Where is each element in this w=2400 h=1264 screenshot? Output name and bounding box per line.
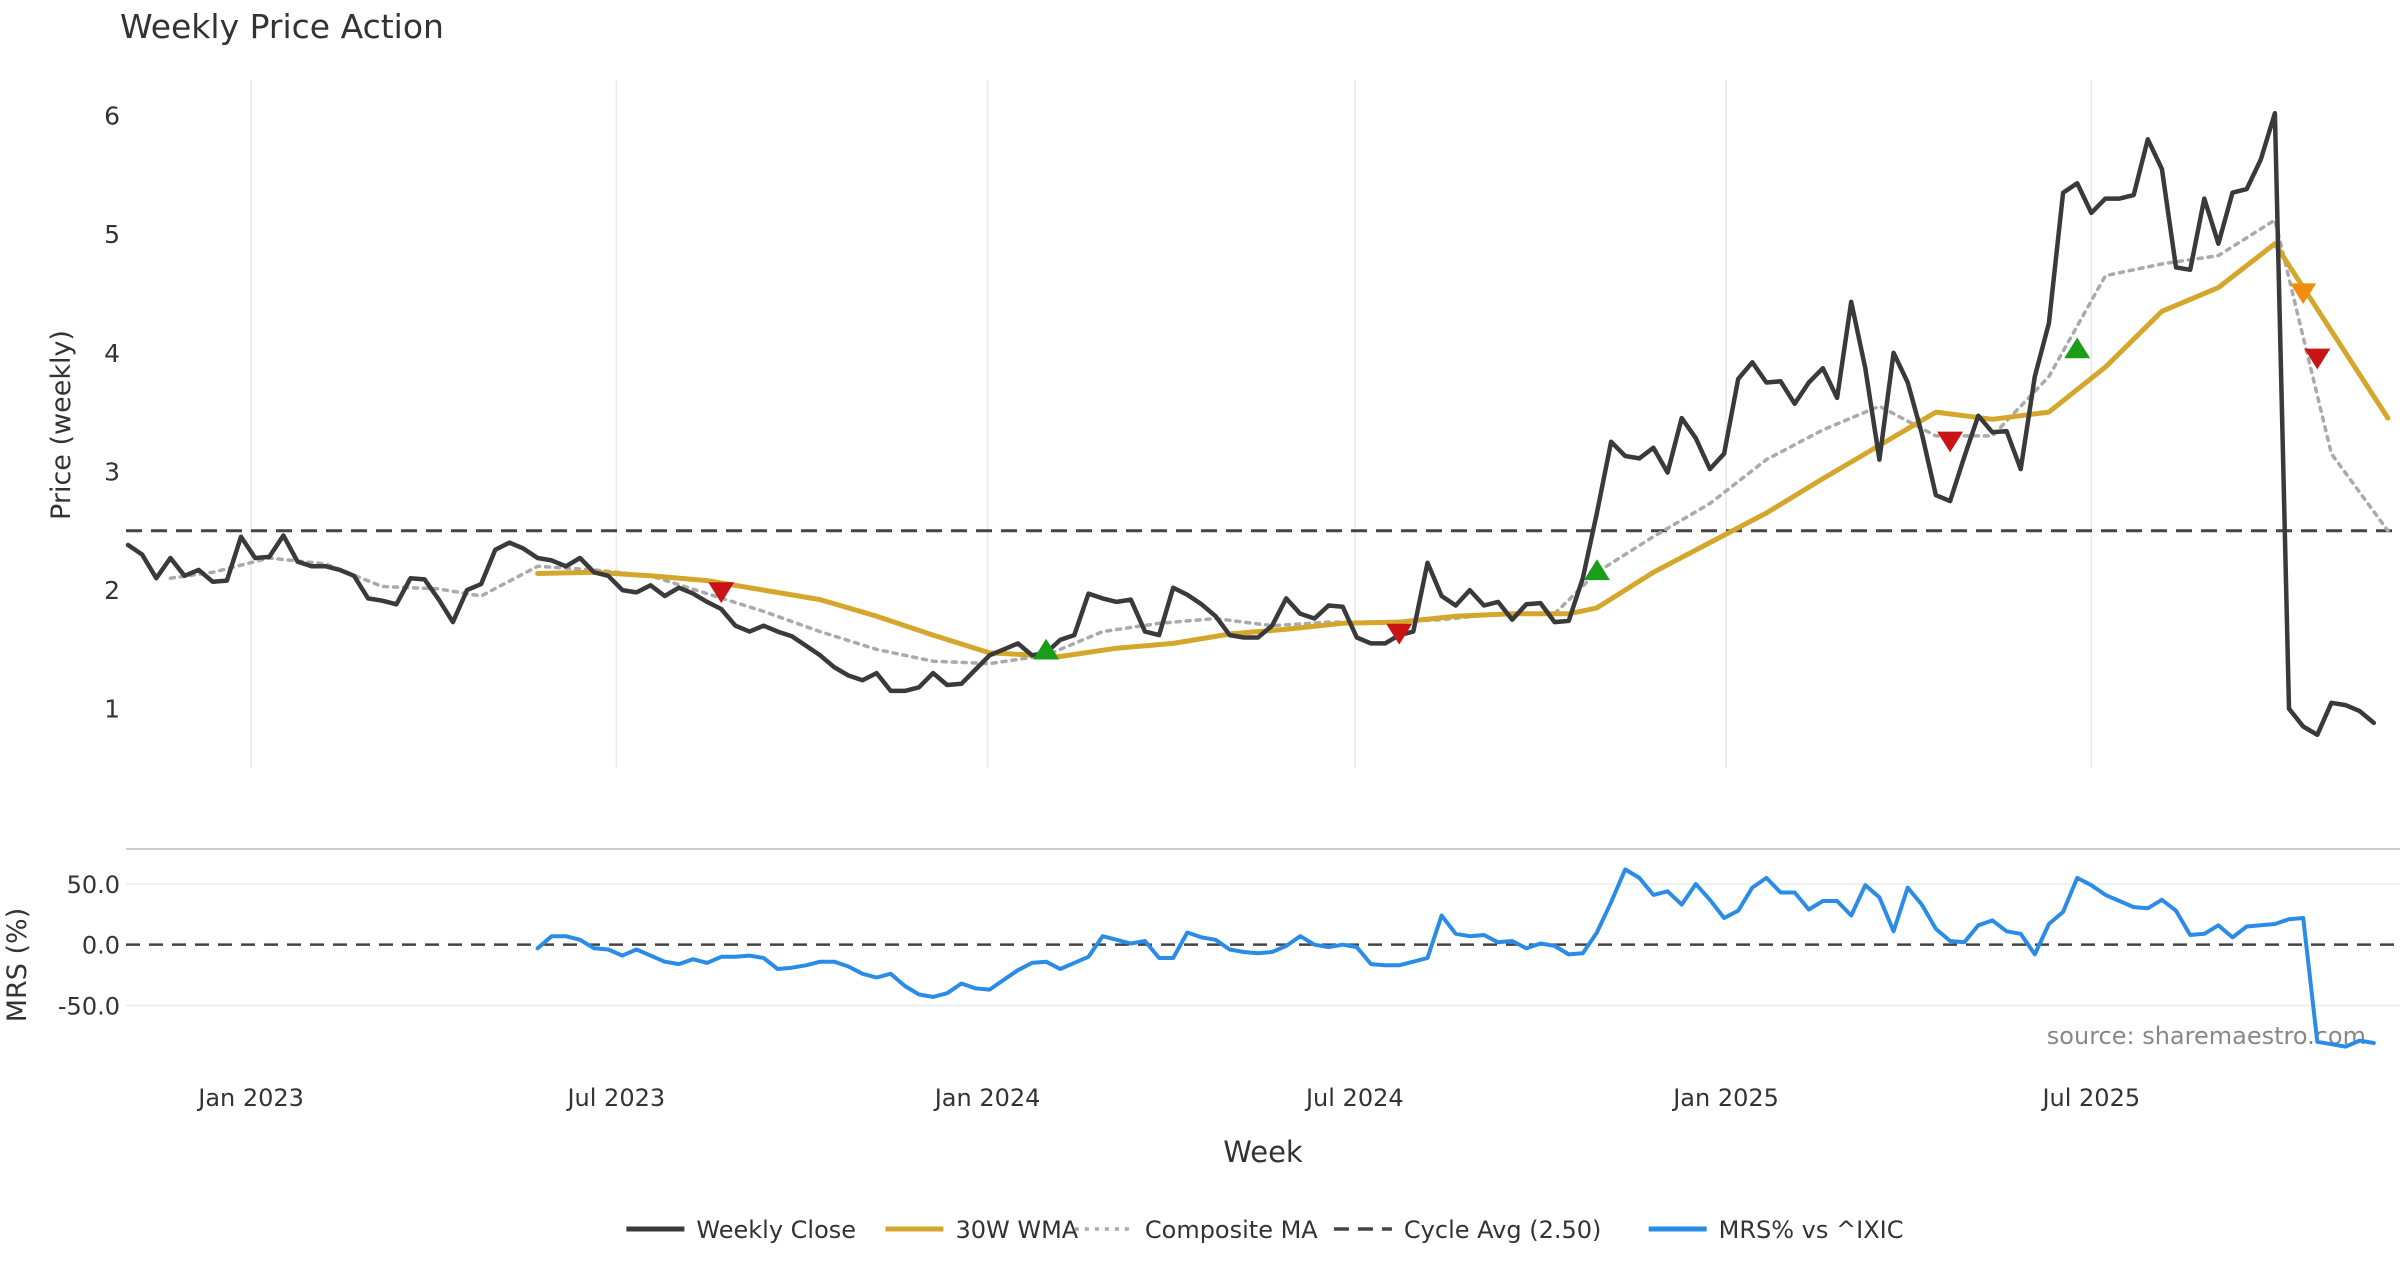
legend-label: Weekly Close bbox=[696, 1216, 856, 1244]
source-label: source: sharemaestro.com bbox=[2047, 1022, 2366, 1050]
buy-signal-marker bbox=[1033, 638, 1060, 660]
x-tick-label: Jan 2024 bbox=[933, 1084, 1041, 1112]
legend-label: Cycle Avg (2.50) bbox=[1404, 1216, 1601, 1244]
mrs-y-tick-label: 0.0 bbox=[82, 932, 120, 960]
legend-item: Composite MA bbox=[1074, 1216, 1318, 1244]
x-tick-label: Jul 2024 bbox=[1304, 1084, 1404, 1112]
mrs-y-tick-label: -50.0 bbox=[58, 992, 120, 1020]
price-y-tick-label: 4 bbox=[104, 339, 120, 368]
mrs-y-tick-label: 50.0 bbox=[67, 871, 120, 899]
price-y-tick-label: 6 bbox=[104, 102, 120, 131]
signal-markers bbox=[708, 283, 2331, 660]
reference-lines bbox=[126, 529, 2400, 946]
legend-item: 30W WMA bbox=[885, 1216, 1079, 1244]
price-y-tick-label: 1 bbox=[104, 695, 120, 724]
legend-label: 30W WMA bbox=[955, 1216, 1078, 1244]
legend-item: Weekly Close bbox=[626, 1216, 856, 1244]
x-tick-label: Jan 2025 bbox=[1671, 1084, 1779, 1112]
x-axis-label: Week bbox=[1223, 1135, 1303, 1169]
composite-ma-line bbox=[168, 218, 2390, 666]
buy-signal-marker bbox=[1583, 559, 1610, 581]
x-tick-label: Jul 2023 bbox=[565, 1084, 665, 1112]
mrs-axis-label: MRS (%) bbox=[2, 908, 33, 1023]
sell-signal-marker bbox=[1386, 623, 1413, 645]
legend-label: Composite MA bbox=[1145, 1216, 1318, 1244]
mrs-line bbox=[535, 867, 2376, 1049]
legend-item: MRS% vs ^IXIC bbox=[1648, 1216, 1904, 1244]
warning-signal-marker bbox=[2290, 283, 2317, 305]
price-y-tick-label: 5 bbox=[104, 220, 120, 249]
price-axis-label: Price (weekly) bbox=[46, 330, 77, 520]
x-tick-label: Jan 2023 bbox=[196, 1084, 304, 1112]
price-y-tick-label: 3 bbox=[104, 457, 120, 486]
sell-signal-marker bbox=[708, 582, 735, 604]
sell-signal-marker bbox=[2304, 348, 2331, 370]
x-tick-label: Jul 2025 bbox=[2040, 1084, 2140, 1112]
legend: Weekly Close 30W WMA Composite MA Cycle Avg… bbox=[626, 1216, 1903, 1244]
legend-label: MRS% vs ^IXIC bbox=[1719, 1216, 1904, 1244]
buy-signal-marker bbox=[2064, 337, 2091, 359]
sell-signal-marker bbox=[1937, 431, 1964, 453]
legend-item: Cycle Avg (2.50) bbox=[1333, 1216, 1601, 1244]
weekly-close-line bbox=[125, 110, 2377, 738]
price-y-tick-label: 2 bbox=[104, 576, 120, 605]
chart-title: Weekly Price Action bbox=[120, 7, 444, 46]
series-layer bbox=[125, 110, 2391, 1049]
grid-layer bbox=[126, 80, 2400, 1007]
tick-labels: Jan 2023 Jul 2023 Jan 2024 Jul 2024 Jan 2025… bbox=[58, 102, 2140, 1112]
